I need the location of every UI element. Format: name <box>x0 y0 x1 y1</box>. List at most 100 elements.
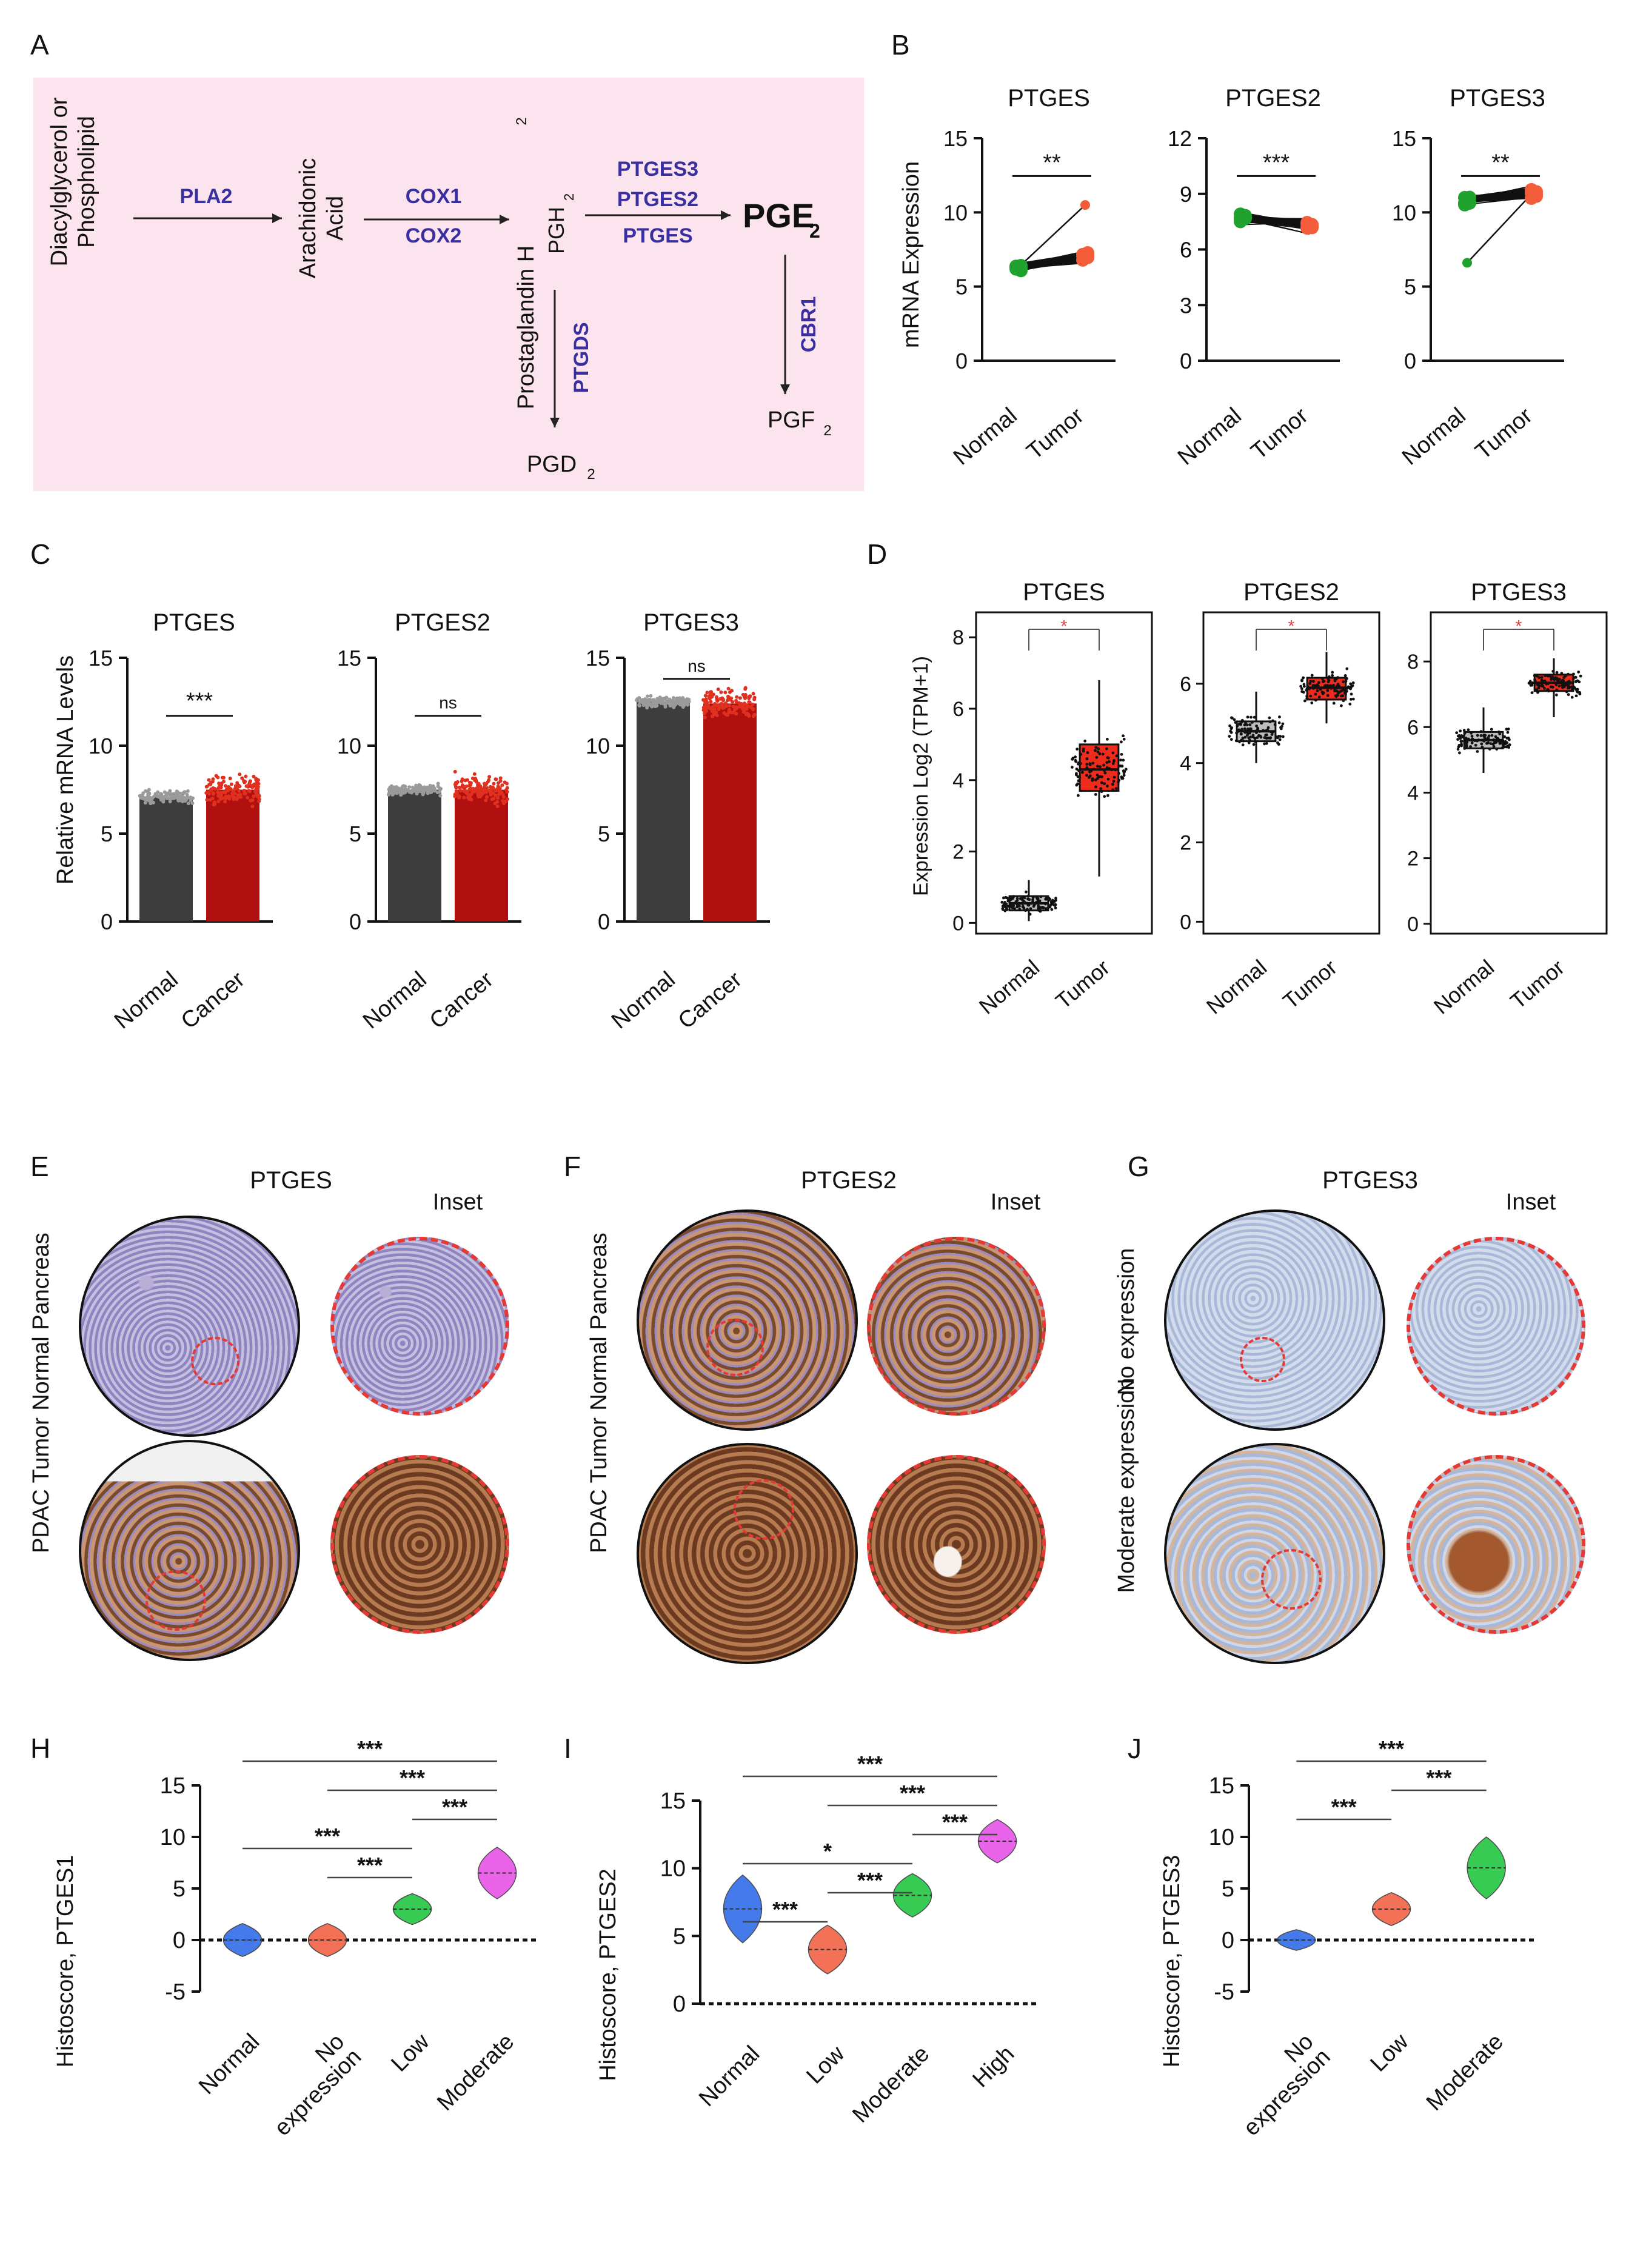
box-point <box>1492 744 1496 748</box>
bar-point <box>643 698 647 703</box>
box-point <box>1542 680 1545 683</box>
chart-title: PTGES3 <box>1450 85 1545 112</box>
bar-normal <box>637 701 690 922</box>
x-label-tumor: Tumor <box>1246 403 1313 465</box>
box-point <box>1459 740 1463 743</box>
bar-point <box>492 781 496 786</box>
box-point <box>1462 736 1466 740</box>
box-point <box>1114 768 1117 772</box>
ihc-inset-label-E: Inset <box>433 1189 483 1215</box>
bar-point <box>707 694 711 698</box>
inset-marker <box>1261 1549 1322 1610</box>
box-point <box>1300 690 1304 694</box>
box-point <box>1317 681 1320 684</box>
bar-point <box>235 781 239 785</box>
bar-point <box>224 794 228 798</box>
box-point <box>1570 688 1574 692</box>
box-point <box>1351 681 1355 684</box>
box-point <box>1076 748 1079 751</box>
box-point <box>1555 688 1559 692</box>
panel-letter-A: A <box>30 29 49 61</box>
box-point <box>1474 743 1477 747</box>
box-point <box>1229 738 1233 741</box>
bar-point <box>646 694 650 698</box>
box-point <box>1024 909 1028 912</box>
panel-letter-H: H <box>30 1733 50 1764</box>
v-y-tick-label: 5 <box>1222 1876 1234 1902</box>
bar-point <box>495 805 500 809</box>
panel-b-ylabel: mRNA Expression <box>898 161 924 348</box>
box-point <box>1122 737 1126 741</box>
box-point <box>1268 716 1271 720</box>
pgf2-label: PGF <box>768 407 815 433</box>
box-point <box>1230 717 1234 720</box>
box-point <box>1500 746 1504 750</box>
tick-label: 4 <box>1180 752 1191 775</box>
box-point <box>1328 675 1331 678</box>
box-point <box>1255 731 1258 734</box>
pgd2-subscript: 2 <box>587 466 595 483</box>
box-point <box>1345 667 1349 671</box>
x-label: Low <box>386 2029 434 2076</box>
box-point <box>1243 721 1247 724</box>
comparison-label: *** <box>772 1897 798 1922</box>
box-point <box>1577 680 1581 684</box>
box-point <box>1557 680 1561 684</box>
bar-point <box>244 784 249 788</box>
box-point <box>1091 761 1095 765</box>
box-point <box>1535 674 1539 678</box>
box-point <box>1031 896 1035 899</box>
box-point <box>1485 741 1488 745</box>
box-point <box>1247 741 1251 744</box>
bar-point <box>257 799 261 803</box>
comparison-label: *** <box>357 1736 383 1761</box>
box-point <box>1503 745 1506 749</box>
pgd2-label: PGD <box>527 452 577 477</box>
panel-letters: A B C D E F G H I J <box>30 29 1149 1764</box>
bar-point <box>465 789 469 794</box>
box-point <box>1557 684 1561 687</box>
box-point <box>1120 740 1123 744</box>
bar-point <box>228 777 232 781</box>
pair-line <box>1467 191 1534 264</box>
b-y-tick-label: 15 <box>943 126 968 151</box>
inset-marker <box>1240 1337 1285 1382</box>
box-point <box>1044 907 1048 911</box>
box-point <box>1303 699 1306 703</box>
bar-point <box>408 790 412 794</box>
ihc-inset-normal <box>867 1237 1046 1416</box>
bar-point <box>457 794 461 798</box>
bar-point <box>751 707 755 711</box>
box-point <box>1032 903 1036 906</box>
box-point <box>1572 685 1576 689</box>
bar-point <box>158 794 162 798</box>
box-point <box>1039 895 1043 898</box>
box-point <box>1331 674 1334 677</box>
tick-label: 8 <box>1407 651 1419 674</box>
bar-point <box>454 781 458 786</box>
box-point <box>1456 748 1460 751</box>
significance-label: ns <box>688 657 706 675</box>
tick-label: 6 <box>1407 716 1419 739</box>
enzyme-ptges: PTGES <box>623 224 692 247</box>
box-point <box>1088 770 1091 774</box>
arrow-cbr1-head <box>780 384 790 394</box>
box-point <box>1002 903 1006 906</box>
x-label: High <box>968 2041 1019 2093</box>
bar-point <box>685 703 689 707</box>
box-point <box>1327 678 1331 682</box>
panel-letter-F: F <box>564 1151 581 1182</box>
bar-point <box>405 788 409 792</box>
bar-point <box>173 792 177 796</box>
box-point <box>1228 724 1231 728</box>
box-point <box>1508 743 1511 746</box>
bar-point <box>743 696 747 700</box>
bar-point <box>721 706 725 710</box>
bar-point <box>206 790 210 794</box>
bar-point <box>747 700 751 704</box>
box-point <box>1085 766 1089 769</box>
box-point <box>1245 723 1249 727</box>
bar-point <box>660 697 664 701</box>
